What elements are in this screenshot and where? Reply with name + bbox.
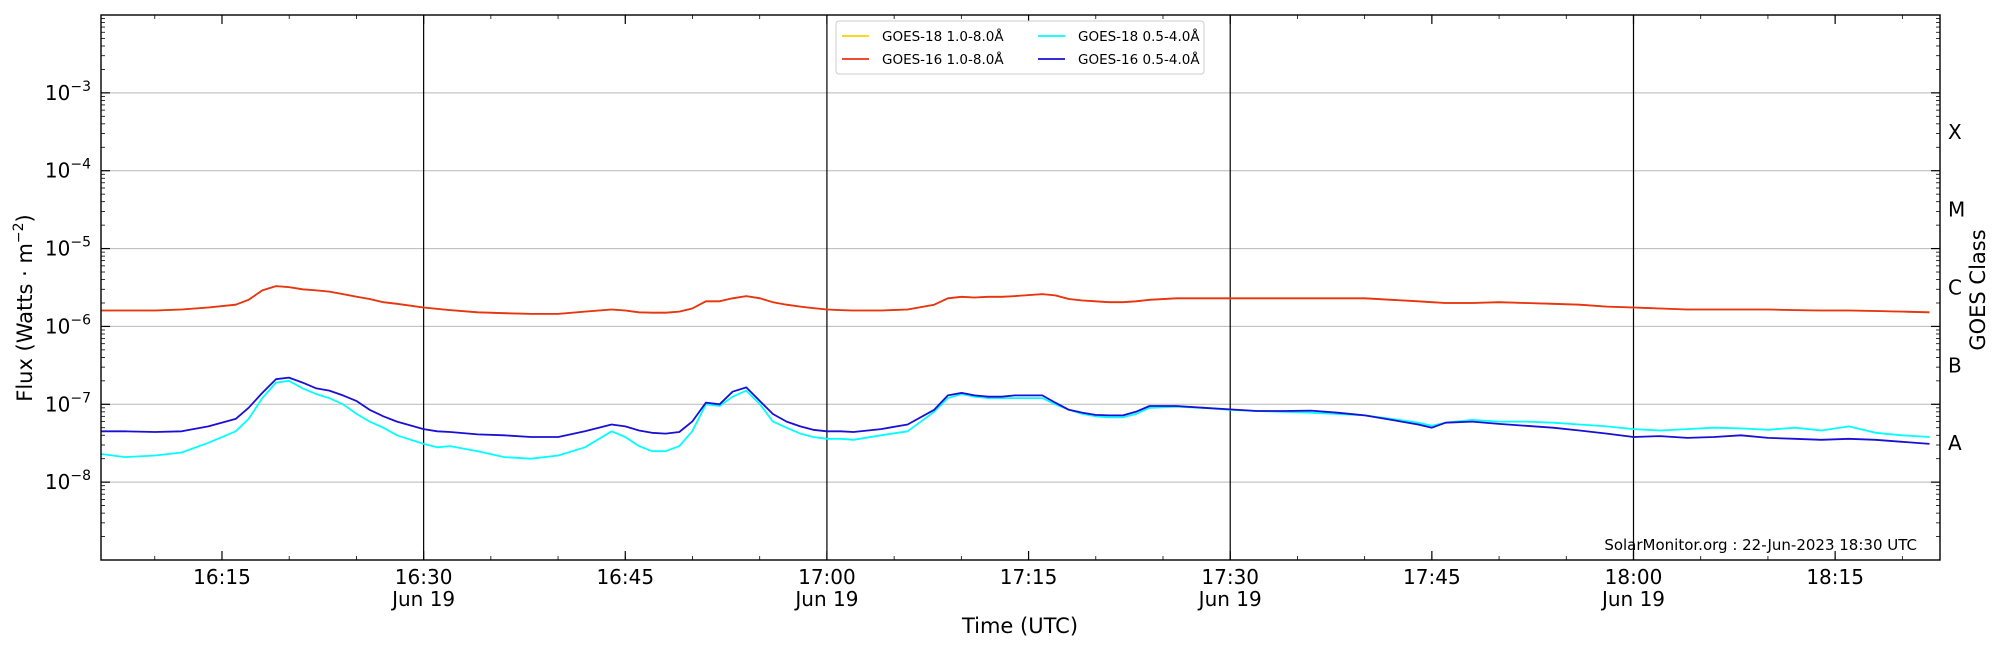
x-tick-label: 17:45 (1403, 565, 1461, 589)
y-tick-base: 10 (45, 81, 70, 105)
x-tick-date-label: Jun 19 (793, 587, 858, 611)
x-tick-label: 16:30 (395, 565, 453, 589)
goes-class-axis-label: GOES Class (1966, 229, 1990, 350)
y-tick-label: 10−7 (45, 390, 91, 416)
goes-class-label: M (1948, 198, 1965, 222)
series-line-3 (101, 376, 1930, 445)
y-tick-label: 10−8 (45, 468, 91, 494)
x-tick-label: 17:30 (1201, 565, 1259, 589)
legend: GOES-18 1.0-8.0Å GOES-18 0.5-4.0Å GOES-16 … (835, 20, 1205, 75)
goes-class-label: B (1948, 353, 1962, 377)
y-tick-exponent: −8 (70, 468, 91, 484)
x-tick-label: 18:15 (1806, 565, 1864, 589)
x-axis-label: Time (UTC) (961, 614, 1078, 638)
y-axis-label-exponent: −2 (11, 222, 27, 243)
y-tick-base: 10 (45, 392, 70, 416)
y-tick-base: 10 (45, 470, 70, 494)
y-tick-base: 10 (45, 314, 70, 338)
goes-class-label: C (1948, 276, 1962, 300)
goes-class-label: A (1948, 431, 1962, 455)
series-layer (100, 285, 1930, 460)
y-tick-exponent: −7 (70, 390, 91, 406)
legend-entry-label: GOES-16 1.0-8.0Å (882, 51, 1004, 68)
x-tick-date-label: Jun 19 (1197, 587, 1262, 611)
x-tick-date-label: Jun 19 (390, 587, 455, 611)
y-axis-label-close: ) (13, 214, 37, 222)
y-tick-exponent: −5 (70, 235, 91, 251)
x-tick-label: 18:00 (1605, 565, 1663, 589)
y-axis-label-main: Flux (Watts · m (13, 243, 37, 402)
y-tick-label: 10−3 (45, 79, 91, 105)
y-tick-label: 10−4 (45, 157, 91, 183)
legend-entry-label: GOES-18 0.5-4.0Å (1078, 28, 1200, 45)
legend-box (835, 20, 1205, 75)
y-tick-exponent: −6 (70, 312, 91, 328)
legend-entry-label: GOES-18 1.0-8.0Å (882, 28, 1004, 45)
legend-entry-label: GOES-16 0.5-4.0Å (1078, 51, 1200, 68)
y-tick-exponent: −3 (70, 79, 91, 95)
y-tick-label: 10−6 (45, 312, 91, 338)
y-tick-base: 10 (45, 159, 70, 183)
y-tick-label: 10−5 (45, 235, 91, 261)
x-tick-date-label: Jun 19 (1600, 587, 1665, 611)
y-axis-label: Flux (Watts · m−2) (11, 214, 37, 402)
x-tick-label: 16:15 (193, 565, 251, 589)
y-tick-exponent: −4 (70, 157, 91, 173)
plot-frame (100, 14, 1941, 561)
x-tick-label: 16:45 (596, 565, 654, 589)
vertical-lines-layer (423, 15, 1635, 560)
y-tick-base: 10 (45, 237, 70, 261)
credit-text: SolarMonitor.org : 22-Jun-2023 18:30 UTC (1604, 536, 1917, 554)
x-tick-label: 17:15 (1000, 565, 1058, 589)
goes-class-label: X (1948, 120, 1962, 144)
x-tick-label: 17:00 (798, 565, 856, 589)
series-line-2 (100, 379, 1930, 460)
series-line-1 (101, 285, 1930, 315)
